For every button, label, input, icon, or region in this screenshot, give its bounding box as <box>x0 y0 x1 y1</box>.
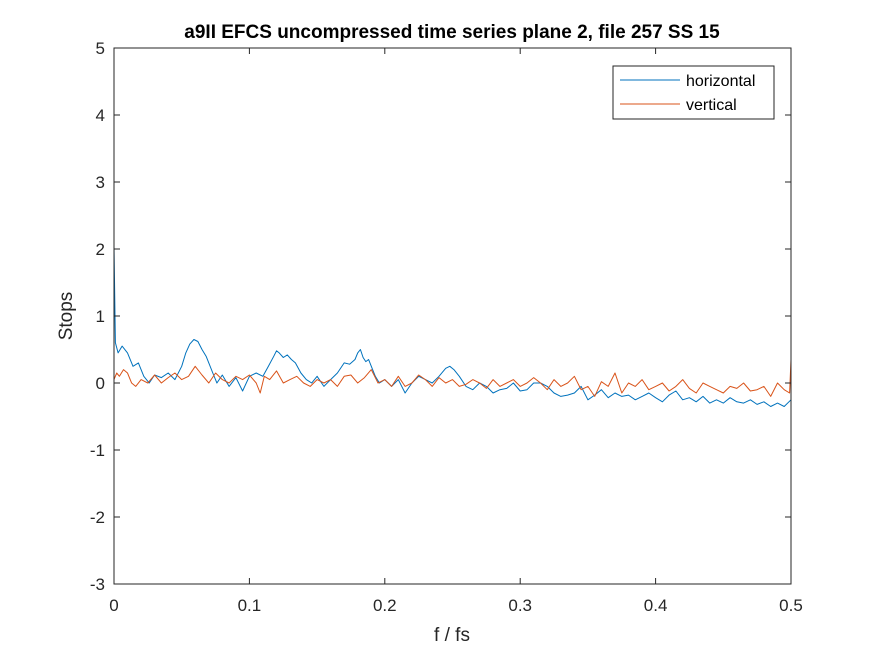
y-tick-label: -3 <box>90 575 105 594</box>
y-tick-label: 3 <box>96 173 105 192</box>
legend-box <box>612 65 775 120</box>
x-tick-label: 0.4 <box>644 596 668 615</box>
y-tick-label: 0 <box>96 374 105 393</box>
x-tick-label: 0.1 <box>238 596 262 615</box>
x-axis-label: f / fs <box>434 625 470 646</box>
x-tick-label: 0.3 <box>508 596 532 615</box>
y-tick-label: 1 <box>96 307 105 326</box>
x-tick-label: 0.5 <box>779 596 803 615</box>
legend-label-vertical: vertical <box>686 97 737 114</box>
y-tick-label: 5 <box>96 39 105 58</box>
series-line-vertical <box>113 359 792 397</box>
x-tick-label: 0.2 <box>373 596 397 615</box>
legend-label-horizontal: horizontal <box>686 73 755 90</box>
y-tick-label: -2 <box>90 508 105 527</box>
y-axis-label: Stops <box>56 292 77 341</box>
ticks-layer: 0 0.1 0.2 0.3 0.4 0.5 -3 -2 -1 0 1 2 3 4 5 <box>90 39 803 615</box>
legend: horizontal vertical <box>612 65 775 120</box>
x-tick-label: 0 <box>109 596 118 615</box>
chart-title: a9II EFCS uncompressed time series plane… <box>184 22 720 43</box>
series-line-horizontal <box>113 245 792 407</box>
series-layer <box>113 245 792 407</box>
y-tick-label: 4 <box>96 106 105 125</box>
y-tick-label: 2 <box>96 240 105 259</box>
y-tick-label: -1 <box>90 441 105 460</box>
plot-area <box>114 48 791 584</box>
